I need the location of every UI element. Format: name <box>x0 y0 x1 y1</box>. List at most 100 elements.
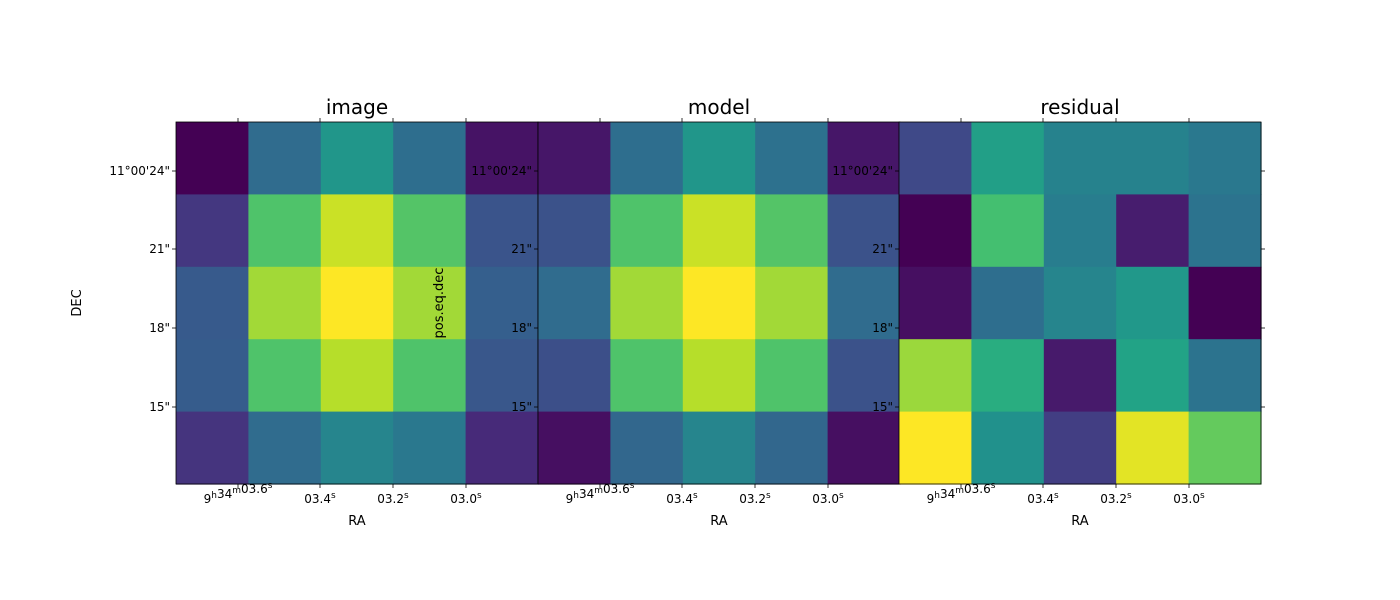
heatmap-cell <box>610 411 684 485</box>
heatmap-cell <box>465 339 539 413</box>
heatmap-cell <box>176 122 249 195</box>
x-tick-label: 03.0s <box>1173 491 1205 506</box>
heatmap-cell <box>320 194 394 268</box>
heatmap-cell <box>899 339 972 413</box>
heatmap-cell <box>610 339 684 413</box>
x-tick-label: 03.2s <box>739 491 771 506</box>
heatmap-cell <box>971 194 1045 268</box>
x-axis-label: RA <box>348 514 366 529</box>
heatmap-cell <box>176 194 249 268</box>
x-tick-label: 03.4s <box>666 491 698 506</box>
heatmap-cell <box>682 266 756 340</box>
heatmap-cell <box>899 411 972 485</box>
heatmap-cell <box>755 339 829 413</box>
heatmap-cell <box>176 411 249 485</box>
y-tick-label: 11°00'24" <box>471 164 532 178</box>
panel-0: image 9h34m03.6s 03.4s 03.2s 03.0s 11°00'24" 2… <box>70 95 539 529</box>
y-tick-label: 15" <box>511 400 532 414</box>
heatmap-cell <box>465 122 539 195</box>
heatmap-cell <box>755 122 829 195</box>
y-axis-label: pos.eq.dec <box>432 268 447 339</box>
heatmap-cell <box>1043 122 1117 195</box>
heatmap-cell <box>248 122 322 195</box>
heatmap-cell <box>899 266 972 340</box>
heatmap-cell <box>320 339 394 413</box>
x-tick-label: 9h34m03.6s <box>204 481 273 506</box>
axes-frame <box>898 121 1262 485</box>
x-tick-label: 9h34m03.6s <box>566 481 635 506</box>
y-tick-label: 15" <box>872 400 893 414</box>
heatmap-cell <box>755 194 829 268</box>
heatmap-cell <box>465 266 539 340</box>
heatmap-cell <box>538 339 611 413</box>
heatmap-cell <box>1188 194 1262 268</box>
heatmap-cell <box>1116 122 1190 195</box>
heatmap-cell <box>465 411 539 485</box>
y-tick-label: 15" <box>149 400 170 414</box>
heatmap-cell <box>465 194 539 268</box>
panel-title: model <box>688 95 750 119</box>
x-tick-label: 03.4s <box>304 491 336 506</box>
heatmap-cell <box>248 339 322 413</box>
heatmap-cell <box>393 266 467 340</box>
heatmap-cell <box>1188 411 1262 485</box>
y-tick-label: 11°00'24" <box>832 164 893 178</box>
y-tick-label: 21" <box>149 242 170 256</box>
heatmap-cell <box>1188 122 1262 195</box>
heatmap-cell <box>971 122 1045 195</box>
heatmap-cell <box>682 194 756 268</box>
y-tick-label: 21" <box>511 242 532 256</box>
heatmap-cell <box>1116 194 1190 268</box>
heatmap-cell <box>1116 411 1190 485</box>
heatmap-cell <box>827 194 901 268</box>
x-tick-label: 03.4s <box>1027 491 1059 506</box>
heatmap-cell <box>755 266 829 340</box>
x-tick-label: 9h34m03.6s <box>927 481 996 506</box>
heatmap-cell <box>1043 194 1117 268</box>
panel-2: residual 9h34m03.6s 03.4s 03.2s 03.0s 11°00'2… <box>832 95 1265 529</box>
heatmap-cell <box>827 411 901 485</box>
heatmap-cell <box>827 122 901 195</box>
y-tick-label: 11°00'24" <box>109 164 170 178</box>
heatmap-cell <box>899 122 972 195</box>
heatmap-cell <box>320 122 394 195</box>
heatmap-cell <box>538 122 611 195</box>
heatmap-cell <box>1116 339 1190 413</box>
x-tick-label: 03.2s <box>377 491 409 506</box>
heatmap-cell <box>827 339 901 413</box>
y-tick-label: 18" <box>149 321 170 335</box>
heatmap-cell <box>1188 266 1262 340</box>
heatmap-cell <box>827 266 901 340</box>
heatmap-cell <box>1043 411 1117 485</box>
heatmap-cell <box>971 266 1045 340</box>
x-tick-label: 03.2s <box>1100 491 1132 506</box>
heatmap-cell <box>176 266 249 340</box>
x-axis-label: RA <box>1071 514 1089 529</box>
heatmap-cell <box>971 411 1045 485</box>
heatmap-cell <box>538 266 611 340</box>
x-axis-label: RA <box>710 514 728 529</box>
heatmap-cell <box>320 411 394 485</box>
heatmap-cell <box>1116 266 1190 340</box>
heatmap-cell <box>393 194 467 268</box>
heatmap-cell <box>1043 339 1117 413</box>
heatmap-cell <box>538 411 611 485</box>
heatmap-cell <box>538 194 611 268</box>
heatmap-cell <box>176 339 249 413</box>
heatmap-cell <box>248 266 322 340</box>
heatmap-cell <box>248 411 322 485</box>
heatmap-cell <box>610 194 684 268</box>
heatmap-cell <box>1043 266 1117 340</box>
panel-title: residual <box>1040 95 1119 119</box>
y-tick-label: 21" <box>872 242 893 256</box>
heatmap-cell <box>393 411 467 485</box>
heatmap-cell <box>248 194 322 268</box>
heatmap-cell <box>610 122 684 195</box>
heatmap-cell <box>393 122 467 195</box>
heatmap-cell <box>682 411 756 485</box>
heatmap-cell <box>899 194 972 268</box>
heatmap-cell <box>320 266 394 340</box>
heatmap-cell <box>682 122 756 195</box>
y-axis-label: DEC <box>70 289 85 316</box>
